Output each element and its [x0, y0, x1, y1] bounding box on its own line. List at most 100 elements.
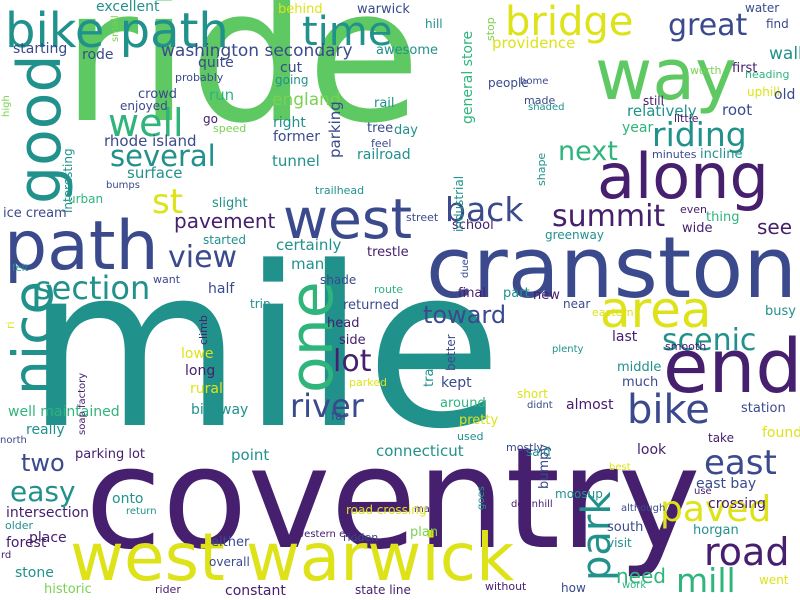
- word-constant: constant: [225, 583, 286, 599]
- word-tunnel: tunnel: [272, 152, 320, 170]
- word-mostly: mostly: [506, 441, 544, 454]
- word-coventry: coventry: [85, 418, 701, 581]
- word-need: need: [616, 564, 666, 588]
- word-still: still: [643, 94, 664, 108]
- word-rd: rd: [1, 550, 12, 561]
- word-minutes: minutes: [652, 148, 697, 161]
- word-urban: urban: [68, 192, 104, 206]
- word-felt: felt: [12, 263, 29, 274]
- word-see: see: [757, 215, 793, 239]
- word-riding: riding: [652, 115, 747, 154]
- word-easy: easy: [10, 475, 76, 508]
- word-busy: busy: [765, 304, 796, 319]
- word-path: path: [4, 207, 159, 286]
- word-england: england: [272, 90, 341, 110]
- word-used: used: [457, 430, 484, 443]
- word-two: two: [21, 449, 65, 477]
- word-due: due: [460, 259, 471, 278]
- word-north: north: [0, 435, 27, 446]
- word-eastern: eastern: [592, 306, 634, 319]
- word-state-line: state line: [355, 583, 411, 597]
- word-near: near: [563, 297, 591, 311]
- word-plan: plan: [410, 525, 439, 540]
- word-started: started: [203, 233, 246, 247]
- word-crossing: crossing: [708, 496, 766, 512]
- word-several: several: [110, 139, 216, 173]
- word-trip: trip: [250, 297, 271, 311]
- word-although: although: [621, 503, 666, 514]
- word-said: said: [526, 445, 551, 459]
- word-how: how: [561, 581, 586, 595]
- word-new: new: [533, 288, 560, 303]
- word-water: water: [745, 1, 780, 15]
- word-kept: kept: [441, 375, 472, 391]
- word-without: without: [485, 580, 527, 593]
- word-road: road: [704, 530, 790, 574]
- word-best: best: [609, 462, 631, 473]
- word-went: went: [759, 573, 789, 587]
- word-enjoyed: enjoyed: [120, 99, 168, 113]
- word-slight: slight: [212, 196, 248, 211]
- word-use: use: [694, 486, 712, 497]
- word-stop: stop: [484, 17, 497, 41]
- word-toward: toward: [423, 301, 507, 329]
- word-trails: trails: [422, 354, 437, 387]
- word-greenway: greenway: [545, 228, 604, 242]
- word-bike-path: bike path: [5, 3, 229, 59]
- word-right: right: [273, 115, 306, 131]
- word-providence: providence: [492, 34, 576, 52]
- word-even: even: [680, 203, 708, 216]
- word-former: former: [273, 129, 321, 145]
- word-east-bay: east bay: [696, 476, 757, 492]
- word-made: made: [524, 94, 556, 107]
- word-trailhead: trailhead: [315, 184, 365, 197]
- word-people: people: [488, 76, 529, 90]
- word-quite: quite: [198, 55, 234, 71]
- word-find: find: [766, 17, 789, 31]
- word-back: back: [445, 190, 524, 229]
- word-goes: goes: [476, 486, 487, 510]
- word-bikeway: bikeway: [191, 402, 249, 418]
- word-smooth: smooth: [665, 340, 707, 353]
- word-final: final: [458, 286, 487, 301]
- word-climb: climb: [197, 315, 210, 345]
- word-half: half: [208, 281, 235, 297]
- word-excellent: excellent: [96, 0, 160, 15]
- word-st: st: [152, 182, 184, 222]
- word-rider: rider: [155, 583, 181, 596]
- word-route: route: [374, 283, 404, 296]
- word-forest: forest: [6, 535, 47, 551]
- word-better: better: [444, 334, 458, 371]
- word-probably: probably: [175, 71, 224, 84]
- word-day: day: [394, 123, 418, 138]
- word-uphill: uphill: [747, 85, 780, 99]
- word-ice-cream: ice cream: [3, 206, 67, 221]
- word-soap-factory: soap factory: [77, 372, 88, 435]
- word-going: going: [275, 73, 309, 87]
- word-industrial: industrial: [452, 175, 466, 232]
- word-downhill: downhill: [511, 499, 553, 510]
- word-many: many: [291, 255, 334, 273]
- word-school: school: [452, 218, 494, 233]
- word-return: return: [126, 506, 157, 517]
- word-awesome: awesome: [376, 43, 438, 58]
- word-ri: ri: [4, 321, 17, 329]
- word-trestle: trestle: [367, 245, 409, 260]
- word-paved: paved: [660, 489, 772, 530]
- word-well: well: [108, 101, 184, 145]
- word-older: older: [5, 519, 34, 532]
- word-place: place: [29, 530, 67, 546]
- word-middle: middle: [617, 360, 662, 375]
- word-either: either: [211, 535, 250, 550]
- word-wide: wide: [682, 221, 713, 236]
- word-returned: returned: [343, 298, 399, 313]
- word-didnt: didnt: [527, 400, 553, 411]
- word-shaded: shaded: [528, 102, 565, 113]
- word-end: end: [663, 324, 800, 410]
- word-relatively: relatively: [627, 102, 697, 120]
- word-little: little: [674, 112, 699, 125]
- word-high: high: [1, 95, 12, 117]
- word-railroad: railroad: [357, 147, 411, 163]
- word-horgan: horgan: [693, 523, 739, 538]
